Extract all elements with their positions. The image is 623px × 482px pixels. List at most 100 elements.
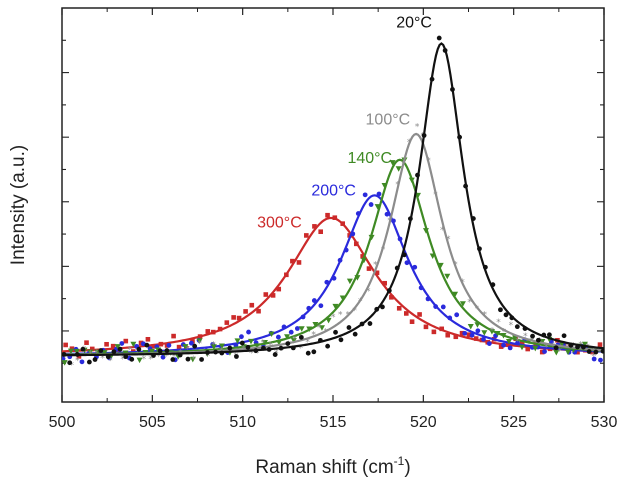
data-point: * bbox=[530, 337, 535, 347]
data-point: * bbox=[198, 340, 203, 350]
data-point bbox=[294, 326, 300, 331]
data-point bbox=[618, 350, 623, 355]
data-point bbox=[218, 343, 225, 349]
x-axis-label-main: Raman shift (cm bbox=[255, 457, 393, 478]
x-tick-label: 510 bbox=[229, 414, 256, 431]
data-point bbox=[597, 342, 603, 347]
series-label: 20°C bbox=[396, 14, 432, 31]
data-point bbox=[466, 332, 472, 337]
data-point bbox=[382, 280, 387, 286]
y-axis-label: Intensity (a.u.) bbox=[8, 145, 29, 265]
data-point bbox=[318, 325, 325, 331]
x-axis-label: Raman shift (cm-1) bbox=[255, 454, 410, 478]
data-point bbox=[467, 323, 474, 330]
data-point bbox=[475, 328, 481, 334]
data-point bbox=[604, 342, 609, 347]
data-point bbox=[136, 346, 142, 352]
data-point bbox=[473, 336, 479, 341]
data-point bbox=[55, 358, 60, 363]
data-point bbox=[561, 333, 567, 339]
data-point bbox=[275, 334, 281, 340]
data-point: * bbox=[352, 307, 357, 317]
series-labels: 300°C 200°C 140°C 100°C 20°C bbox=[257, 14, 432, 231]
data-point: * bbox=[205, 352, 210, 362]
data-point bbox=[151, 343, 156, 349]
data-point bbox=[285, 341, 291, 347]
data-point bbox=[157, 348, 163, 354]
data-point: * bbox=[605, 341, 610, 351]
data-point: * bbox=[120, 355, 125, 365]
data-point bbox=[263, 292, 269, 297]
data-point bbox=[396, 306, 402, 311]
data-point: * bbox=[585, 343, 590, 353]
data-point bbox=[606, 349, 612, 355]
series-20c bbox=[49, 35, 611, 366]
data-point bbox=[170, 357, 176, 362]
data-point bbox=[362, 192, 368, 198]
data-point bbox=[606, 338, 611, 343]
data-point: * bbox=[211, 340, 216, 350]
data-point bbox=[129, 356, 135, 362]
data-point bbox=[318, 229, 323, 235]
data-point: * bbox=[142, 355, 147, 365]
data-point bbox=[564, 349, 571, 356]
x-axis-label-sup: -1 bbox=[394, 454, 405, 468]
data-point: * bbox=[373, 260, 378, 270]
data-point bbox=[270, 293, 276, 298]
data-point bbox=[210, 344, 217, 350]
data-point: * bbox=[255, 349, 260, 359]
data-point: * bbox=[191, 355, 196, 365]
data-point: * bbox=[415, 123, 420, 133]
data-point bbox=[189, 356, 196, 363]
data-point bbox=[444, 273, 451, 280]
data-point bbox=[110, 343, 116, 349]
data-point bbox=[196, 338, 203, 344]
data-point bbox=[171, 333, 176, 339]
data-point bbox=[606, 356, 611, 361]
data-point bbox=[111, 349, 117, 355]
data-point bbox=[298, 326, 305, 332]
data-point: * bbox=[164, 352, 169, 362]
data-point bbox=[553, 345, 559, 351]
data-point: * bbox=[261, 338, 266, 348]
data-point bbox=[312, 224, 317, 229]
data-point bbox=[618, 346, 623, 351]
data-point bbox=[114, 344, 121, 350]
data-point: * bbox=[172, 353, 177, 363]
data-point bbox=[423, 324, 429, 330]
data-point bbox=[84, 340, 89, 345]
data-point bbox=[199, 357, 204, 362]
data-point: * bbox=[323, 328, 328, 338]
data-point bbox=[553, 349, 560, 356]
data-point: * bbox=[381, 246, 386, 256]
data-point bbox=[312, 321, 319, 328]
data-point bbox=[42, 348, 47, 353]
data-point bbox=[243, 309, 248, 314]
x-tick-label: 525 bbox=[500, 414, 527, 431]
data-point bbox=[67, 348, 74, 355]
data-point: * bbox=[75, 356, 80, 366]
data-point bbox=[462, 330, 468, 336]
data-point bbox=[67, 360, 73, 366]
data-point: * bbox=[502, 328, 507, 338]
data-point bbox=[459, 301, 466, 307]
data-point bbox=[92, 357, 98, 362]
data-point bbox=[49, 341, 54, 346]
data-point bbox=[49, 350, 54, 355]
series-label: 300°C bbox=[257, 215, 302, 232]
data-point bbox=[346, 278, 353, 285]
data-point bbox=[290, 258, 295, 264]
data-point bbox=[469, 332, 475, 338]
data-point bbox=[453, 334, 459, 340]
data-point bbox=[575, 349, 580, 355]
data-point bbox=[525, 346, 531, 352]
data-point bbox=[231, 315, 236, 320]
data-point bbox=[360, 254, 365, 259]
data-point: * bbox=[62, 353, 67, 363]
data-point: * bbox=[440, 226, 445, 236]
data-point bbox=[409, 319, 415, 324]
data-point bbox=[56, 351, 61, 356]
data-point: * bbox=[366, 287, 371, 297]
x-axis-label-close: ) bbox=[404, 457, 410, 478]
data-point bbox=[586, 349, 592, 354]
